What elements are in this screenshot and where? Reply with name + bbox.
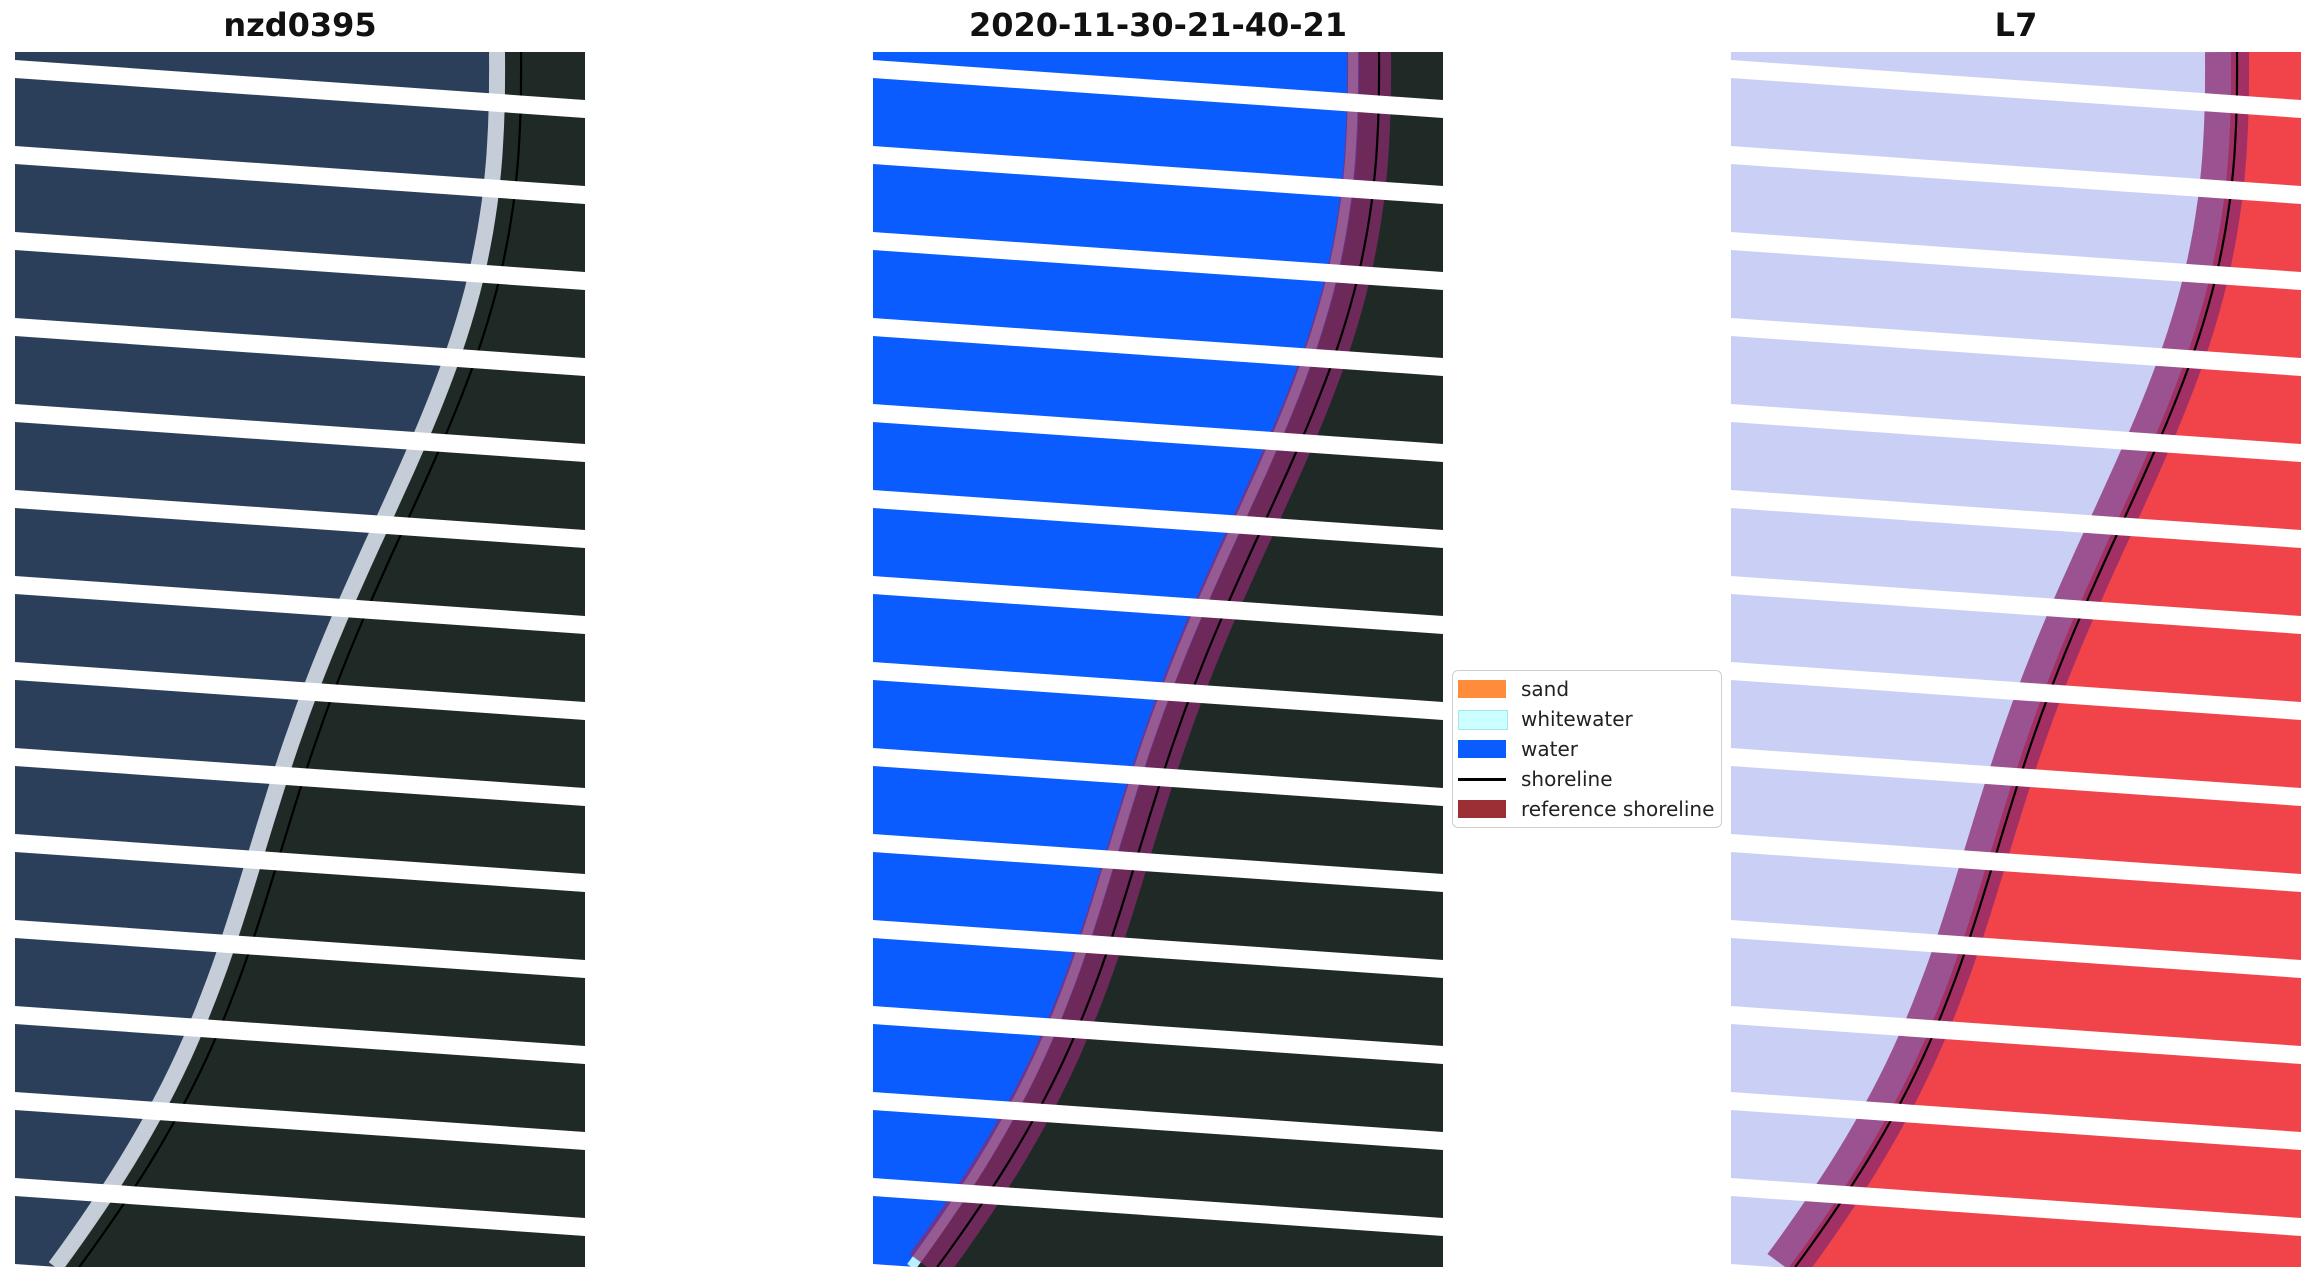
scanline-gap-stripe <box>15 1092 585 1150</box>
index-image <box>1731 52 2301 1267</box>
classified-image <box>873 52 1443 1267</box>
scanline-gap-stripe <box>873 748 1443 806</box>
legend-item-whitewater: whitewater <box>1453 705 1721 733</box>
scanline-gap-stripe <box>873 920 1443 978</box>
scanline-gap-stripe <box>873 232 1443 290</box>
scanline-gap-stripe <box>1731 920 2301 978</box>
rgb-image <box>15 52 585 1267</box>
scanline-gap-stripe <box>873 60 1443 118</box>
scanline-gap-stripe <box>15 748 585 806</box>
rgb-image-panel <box>15 52 585 1267</box>
scanline-gap-stripe <box>15 662 585 720</box>
scanline-gap-stripe <box>15 834 585 892</box>
scanline-gap-stripe <box>873 146 1443 204</box>
scanline-gap-stripe <box>15 920 585 978</box>
panel-title-classified: 2020-11-30-21-40-21 <box>968 6 1348 44</box>
scanline-gap-stripe <box>1731 834 2301 892</box>
legend-label-reference-shoreline: reference shoreline <box>1521 797 1715 821</box>
scanline-gap-stripe <box>1731 490 2301 548</box>
legend-item-reference-shoreline: reference shoreline <box>1453 795 1721 823</box>
legend-label-shoreline: shoreline <box>1521 767 1613 791</box>
detected-shoreline-line <box>1794 52 2239 1267</box>
scanline-gap-stripe <box>873 1264 916 1267</box>
legend-swatch-whitewater <box>1458 710 1508 730</box>
detected-shoreline-line <box>936 52 1381 1267</box>
scanline-gap-stripe <box>15 232 585 290</box>
scanline-gap-stripe <box>873 404 1443 462</box>
reference-shoreline-band <box>909 52 1392 1267</box>
scanline-gap-stripe <box>1731 662 2301 720</box>
scanline-gap-stripe <box>1731 232 2301 290</box>
legend-item-water: water <box>1453 735 1721 763</box>
classified-image-panel <box>873 52 1443 1267</box>
scanline-gap-stripe <box>15 576 585 634</box>
scanline-gap-stripe <box>1731 60 2301 118</box>
scanline-gap-stripe <box>873 576 1443 634</box>
scanline-gap-stripe <box>15 1178 585 1236</box>
scanline-gap-stripe <box>873 490 1443 548</box>
surf-zone <box>48 52 506 1267</box>
scanline-gap-stripe <box>1731 404 2301 462</box>
legend-item-sand: sand <box>1453 675 1721 703</box>
panel-title-index: L7 <box>1994 6 2038 44</box>
index-image-panel <box>1731 52 2301 1267</box>
scanline-gap-stripe <box>1731 576 2301 634</box>
scanline-gap-stripe <box>873 1006 1443 1064</box>
scanline-gap-stripe <box>15 60 585 118</box>
scanline-gap-stripe <box>1731 318 2301 376</box>
legend-swatch-sand <box>1458 680 1506 698</box>
scanline-gap-stripe <box>15 404 585 462</box>
scanline-gap-stripe <box>1731 1264 1774 1267</box>
legend-label-water: water <box>1521 737 1578 761</box>
scanline-gap-stripe <box>1731 1178 2301 1236</box>
legend-swatch-reference-shoreline <box>1458 800 1506 818</box>
scanline-gap-stripe <box>873 834 1443 892</box>
legend-label-sand: sand <box>1521 677 1570 701</box>
legend-swatch-water <box>1458 740 1506 758</box>
panel-title-rgb: nzd0395 <box>223 6 377 44</box>
detected-shoreline-line <box>78 52 523 1267</box>
scanline-gap-stripe <box>1731 1092 2301 1150</box>
scanline-gap-stripe <box>1731 146 2301 204</box>
scanline-gap-stripe <box>1731 748 2301 806</box>
scanline-gap-stripe <box>1731 1006 2301 1064</box>
legend-label-whitewater: whitewater <box>1521 707 1633 731</box>
legend-line-shoreline <box>1458 778 1506 781</box>
scanline-gap-stripe <box>873 1178 1443 1236</box>
scanline-gap-stripe <box>873 662 1443 720</box>
legend: sand whitewater water shoreline referenc… <box>1452 670 1722 828</box>
scanline-gap-stripe <box>15 318 585 376</box>
scanline-gap-stripe <box>873 318 1443 376</box>
scanline-gap-stripe <box>15 146 585 204</box>
reference-shoreline-band <box>1767 52 2250 1267</box>
scanline-gap-stripe <box>15 1264 58 1267</box>
legend-item-shoreline: shoreline <box>1453 765 1721 793</box>
scanline-gap-stripe <box>873 1092 1443 1150</box>
scanline-gap-stripe <box>15 1006 585 1064</box>
scanline-gap-stripe <box>15 490 585 548</box>
